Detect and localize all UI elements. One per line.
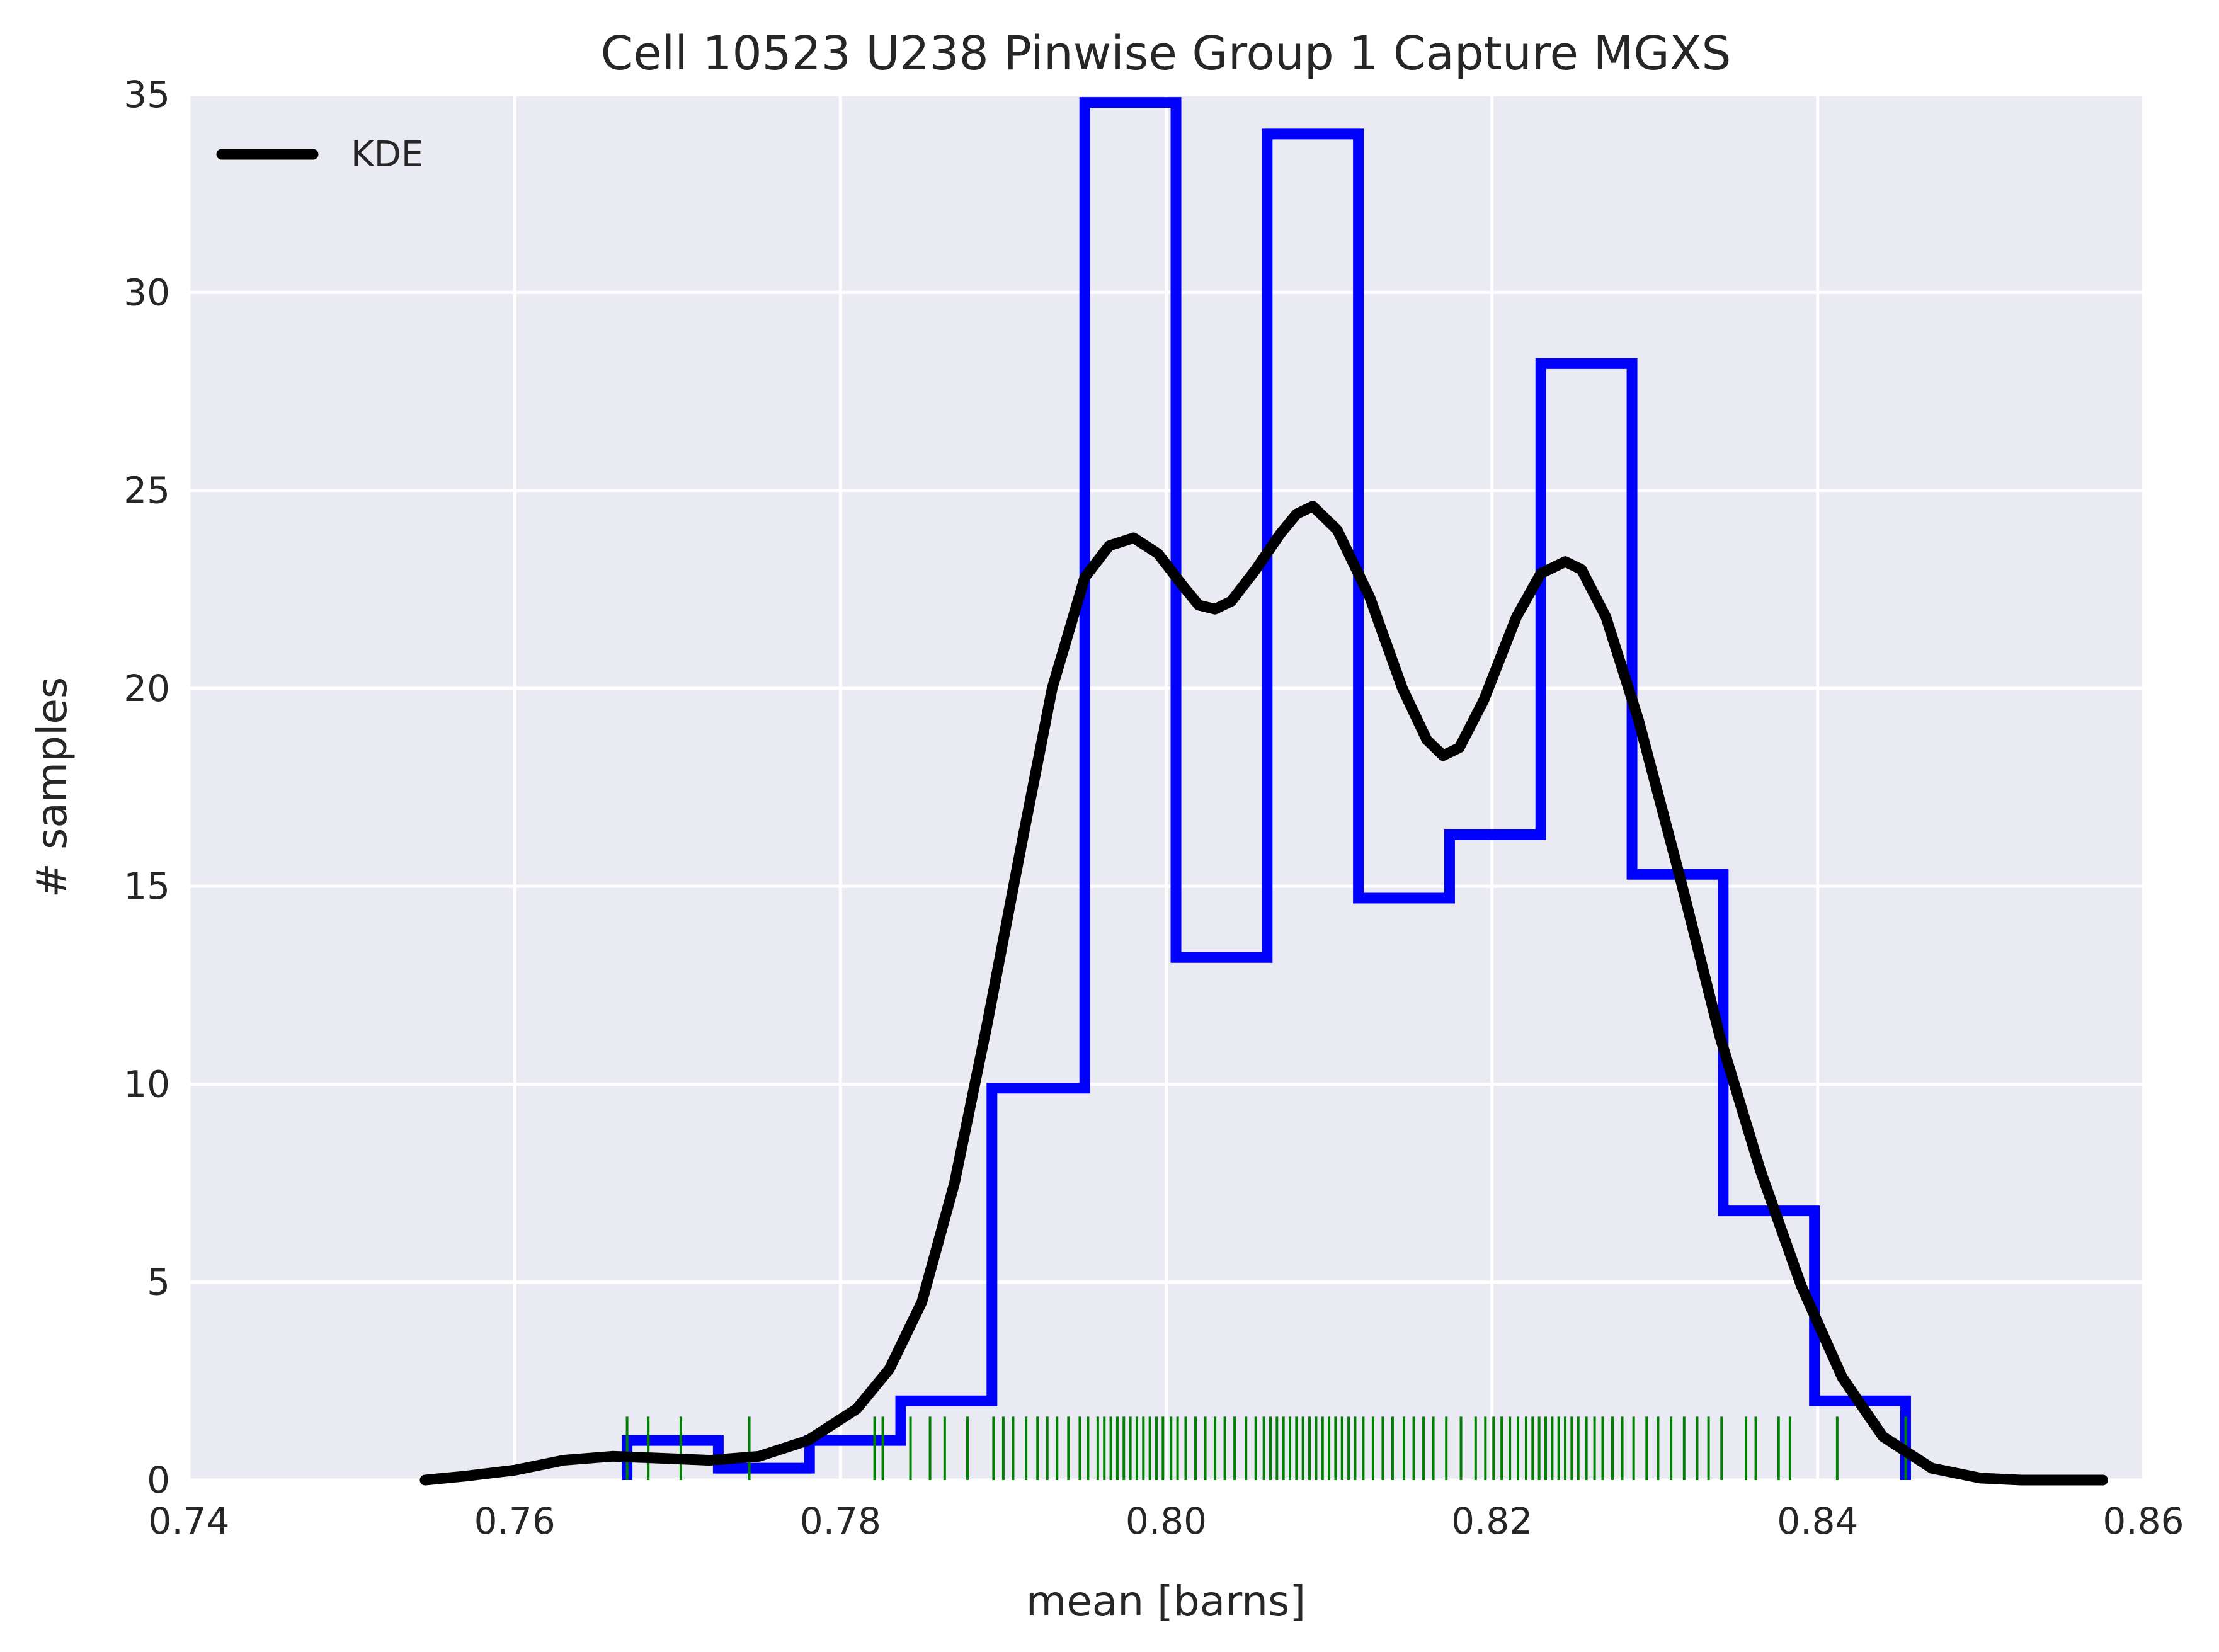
x-tick-label: 0.84 bbox=[1777, 1500, 1858, 1542]
rug-plot bbox=[625, 1416, 1907, 1480]
x-tick-label: 0.80 bbox=[1126, 1500, 1207, 1542]
x-tick-label: 0.78 bbox=[800, 1500, 881, 1542]
chart-title: Cell 10523 U238 Pinwise Group 1 Capture … bbox=[601, 26, 1731, 81]
y-tick-label: 5 bbox=[147, 1261, 170, 1304]
x-tick-label: 0.86 bbox=[2102, 1500, 2184, 1542]
x-tick-label: 0.76 bbox=[474, 1500, 556, 1542]
kde-curve bbox=[419, 501, 2108, 1486]
y-tick-label: 30 bbox=[123, 271, 170, 314]
grid-lines bbox=[187, 93, 2145, 1482]
y-tick-label: 15 bbox=[123, 865, 170, 908]
legend-kde-label: KDE bbox=[351, 134, 423, 175]
y-tick-label: 10 bbox=[123, 1062, 170, 1105]
x-axis-ticks: 0.74 0.76 0.78 0.80 0.82 0.84 0.86 bbox=[148, 1500, 2184, 1542]
y-tick-label: 25 bbox=[123, 469, 170, 512]
y-tick-label: 35 bbox=[123, 73, 170, 116]
kde-curve-group bbox=[419, 501, 2108, 1486]
legend: KDE bbox=[216, 134, 423, 175]
y-tick-label: 0 bbox=[147, 1459, 170, 1501]
y-tick-label: 20 bbox=[123, 667, 170, 710]
x-axis-label: mean [barns] bbox=[1026, 1577, 1306, 1626]
y-axis-ticks: 0 5 10 15 20 25 30 35 bbox=[123, 73, 170, 1501]
y-axis-label: # samples bbox=[28, 677, 76, 898]
x-tick-label: 0.82 bbox=[1451, 1500, 1532, 1542]
x-tick-label: 0.74 bbox=[148, 1500, 229, 1542]
